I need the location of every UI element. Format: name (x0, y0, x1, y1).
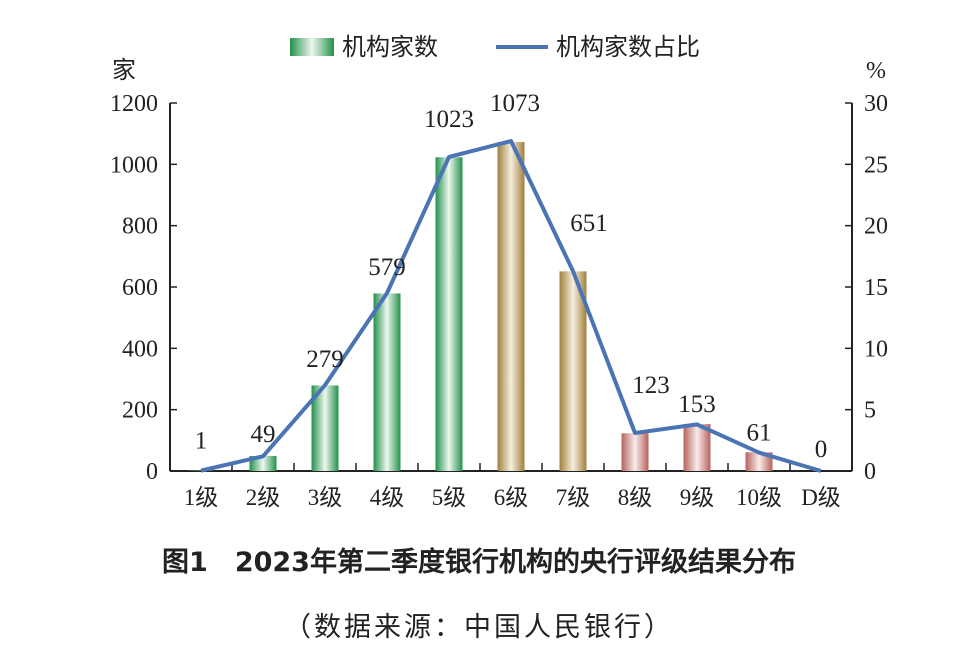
y-tick-label-right: 5 (864, 398, 876, 424)
bar-5级 (435, 157, 463, 471)
data-label: 651 (570, 210, 608, 237)
data-label: 579 (368, 254, 406, 281)
data-label: 49 (251, 421, 276, 448)
y-tick-label-left: 0 (146, 459, 158, 485)
bar-4级 (373, 293, 401, 471)
y-axis-left-label: 家 (112, 57, 136, 84)
x-tick-label: 8级 (618, 485, 653, 510)
y-tick-label-left: 800 (122, 214, 158, 240)
y-tick-label-left: 600 (122, 275, 158, 301)
bar-8级 (621, 433, 649, 471)
bar-9级 (683, 424, 711, 471)
chart-title: 图1 2023年第二季度银行机构的央行评级结果分布 (162, 547, 796, 578)
x-tick-label: 6级 (494, 485, 529, 510)
x-tick-label: 2级 (246, 485, 281, 510)
data-label: 61 (747, 419, 772, 446)
y-tick-label-right: 30 (864, 91, 888, 117)
bar-3级 (311, 385, 339, 471)
x-tick-label: 5级 (432, 485, 467, 510)
data-label: 153 (678, 391, 716, 418)
chart: 机构家数 机构家数占比 家 % 020040060080010001200051… (110, 34, 888, 510)
y-tick-label-right: 15 (864, 275, 888, 301)
data-label: 123 (632, 372, 670, 399)
y-tick-label-left: 400 (122, 336, 158, 362)
x-tick-label: 10级 (736, 485, 782, 510)
y-tick-label-right: 10 (864, 336, 888, 362)
x-tick-label: D级 (801, 485, 841, 510)
data-label: 279 (306, 346, 344, 373)
y-tick-label-right: 25 (864, 152, 888, 178)
y-tick-label-left: 200 (122, 398, 158, 424)
y-tick-label-right: 0 (864, 459, 876, 485)
x-tick-label: 7级 (556, 485, 591, 510)
data-label: 1073 (490, 90, 540, 117)
x-tick-label: 9级 (680, 485, 715, 510)
x-tick-label: 4级 (370, 485, 405, 510)
bar-6级 (497, 141, 525, 472)
legend-label-line: 机构家数占比 (556, 34, 700, 61)
x-tick-label: 3级 (308, 485, 343, 510)
data-label: 1 (195, 428, 208, 455)
chart-source: （数据来源：中国人民银行） (284, 612, 674, 643)
x-tick-label: 1级 (184, 485, 219, 510)
legend-swatch-bar (290, 38, 334, 56)
legend: 机构家数 机构家数占比 (290, 34, 700, 61)
data-label: 1023 (424, 106, 474, 133)
y-axis-right-label: % (866, 58, 886, 84)
y-tick-label-left: 1200 (110, 91, 158, 117)
bar-10级 (745, 452, 773, 471)
y-tick-label-right: 20 (864, 214, 888, 240)
legend-label-bar: 机构家数 (342, 34, 438, 61)
bar-7级 (559, 271, 587, 471)
y-tick-label-left: 1000 (110, 152, 158, 178)
data-label: 0 (815, 436, 828, 463)
